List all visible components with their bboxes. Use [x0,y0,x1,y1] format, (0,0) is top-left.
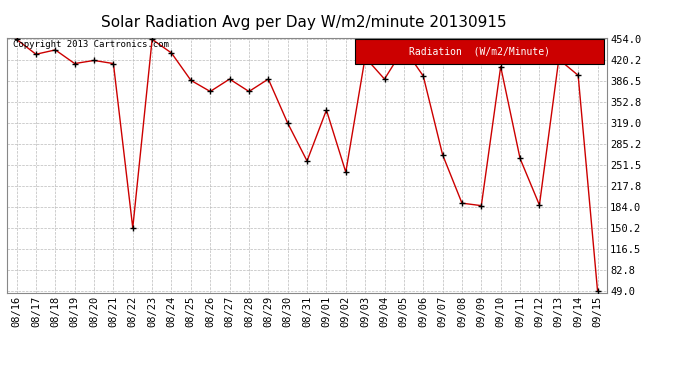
Bar [355,39,604,64]
Text: Radiation  (W/m2/Minute): Radiation (W/m2/Minute) [409,46,550,57]
Text: Copyright 2013 Cartronics.com: Copyright 2013 Cartronics.com [13,40,169,49]
Text: Solar Radiation Avg per Day W/m2/minute 20130915: Solar Radiation Avg per Day W/m2/minute … [101,15,506,30]
